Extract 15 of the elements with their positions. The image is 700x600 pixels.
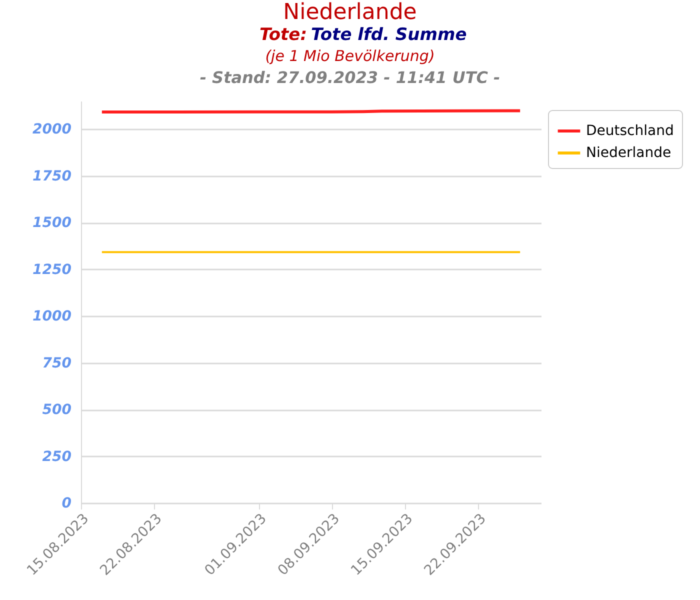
legend-label: Niederlande <box>586 145 672 161</box>
chart-title: Niederlande <box>283 0 417 25</box>
text: - Stand: 27.09.2023 - 11:41 UTC - <box>200 68 500 87</box>
y-tick-label: 1250 <box>32 262 72 278</box>
y-tick-label: 1500 <box>32 215 72 232</box>
y-tick-label: 250 <box>42 448 72 465</box>
text: (je 1 Mio Bevölkerung) <box>265 47 435 65</box>
y-tick-label: 500 <box>42 402 72 418</box>
y-tick-label: 1750 <box>32 168 72 184</box>
y-tick-label: 1000 <box>32 308 72 325</box>
y-tick-label: 0 <box>62 496 72 512</box>
chart-subtitle: Tote: Tote lfd. Summe <box>259 25 467 45</box>
y-tick-label: 2000 <box>32 122 72 138</box>
legend-label: Deutschland <box>586 123 674 139</box>
y-tick-label: 750 <box>42 355 72 372</box>
